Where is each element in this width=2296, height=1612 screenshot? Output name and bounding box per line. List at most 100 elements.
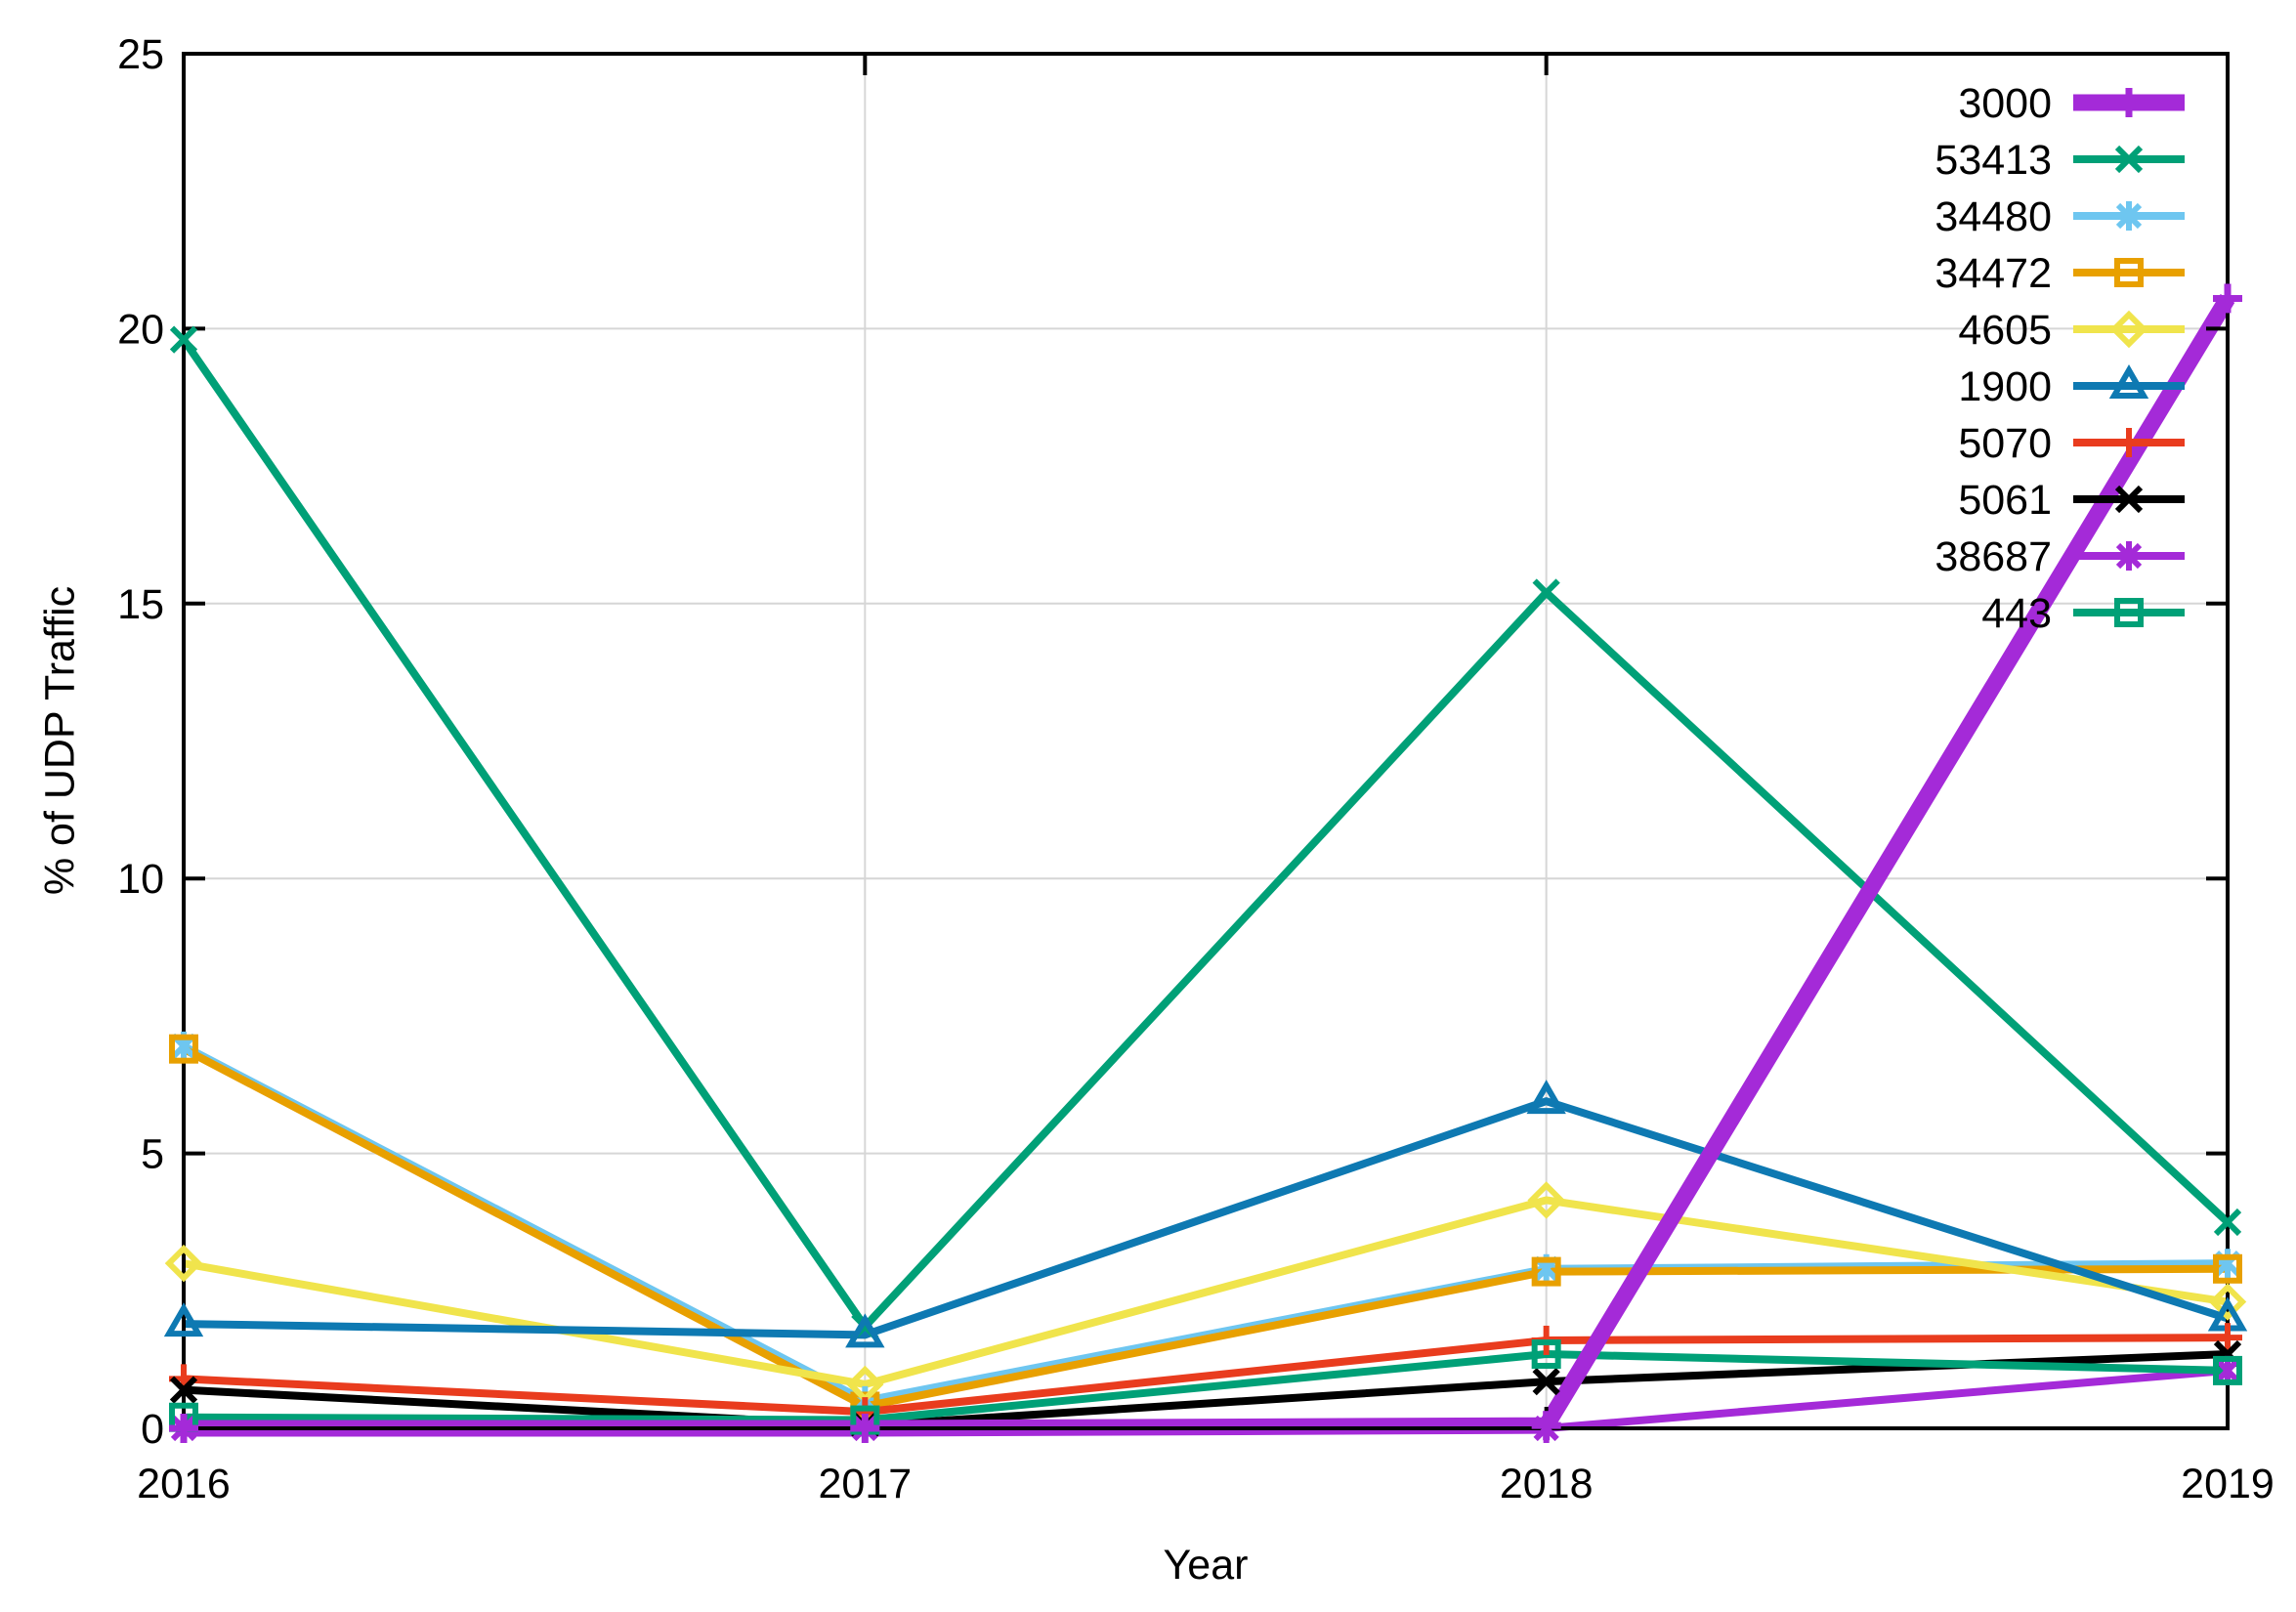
ast-arm	[2115, 542, 2143, 570]
legend-label-3000: 3000	[1958, 80, 2052, 127]
ast-arm	[2115, 202, 2143, 230]
legend-entry-3000: 3000	[1958, 80, 2185, 127]
triangle-shape	[163, 1302, 204, 1337]
series-marker-53413	[2213, 1208, 2242, 1237]
x-tick-label: 2016	[137, 1461, 231, 1507]
square-shape	[169, 1034, 198, 1064]
square-shape	[2213, 1355, 2242, 1385]
series-marker-5061	[1532, 1368, 1560, 1396]
legend: 3000 53413 34480 34472 4605 1900 5070 5061 38687…	[1935, 80, 2185, 637]
series-line-4605	[183, 1196, 2229, 1388]
legend-label-38687: 38687	[1935, 533, 2052, 580]
square-shape	[2114, 598, 2144, 627]
y-axis-title: % of UDP Traffic	[36, 585, 84, 896]
legend-marker-3000	[2114, 88, 2144, 117]
series-marker-1900	[845, 1313, 885, 1348]
legend-marker-34472	[2114, 258, 2144, 287]
y-tick-label: 20	[117, 306, 164, 353]
tick-labels: 0 5 10 15 20 25 2016 2017 2018 2019	[117, 31, 2275, 1507]
legend-entry-5061: 5061	[1958, 477, 2185, 524]
series-marker-3000	[850, 1414, 880, 1443]
series-marker-443	[2213, 1355, 2242, 1385]
diamond-shape	[2109, 310, 2148, 349]
legend-marker-4605	[2109, 310, 2148, 349]
legend-label-34480: 34480	[1935, 193, 2052, 240]
x-tick-label: 2017	[818, 1461, 912, 1507]
legend-label-443: 443	[1981, 590, 2052, 637]
x-arm	[2114, 485, 2144, 514]
series-marker-34472	[169, 1034, 198, 1064]
series-line-53413	[180, 337, 2231, 1331]
series-marker-3000	[2213, 283, 2242, 314]
x-tick-label: 2018	[1500, 1461, 1594, 1507]
series-marker-1900	[1526, 1080, 1566, 1115]
legend-marker-38687	[2115, 541, 2143, 571]
series-marker-1900	[163, 1302, 204, 1337]
series-marker-34472	[1531, 1256, 1561, 1287]
legend-entry-38687: 38687	[1935, 533, 2185, 580]
series-marker-4605	[2208, 1283, 2247, 1321]
y-tick-label: 15	[117, 581, 164, 628]
legend-label-4605: 4605	[1958, 307, 2052, 354]
x-arm	[169, 325, 198, 354]
legend-label-5070: 5070	[1958, 420, 2052, 467]
series-marker-34472	[2213, 1253, 2242, 1284]
legend-entry-1900: 1900	[1958, 363, 2185, 410]
legend-marker-443	[2114, 598, 2144, 627]
series-marker-3000	[1531, 1411, 1561, 1441]
series-marker-53413	[169, 325, 198, 354]
triangle-shape	[1526, 1080, 1566, 1115]
series-line-5070	[183, 1334, 2229, 1417]
x-arm	[1532, 1368, 1560, 1396]
square-shape	[1531, 1339, 1561, 1370]
legend-entry-5070: 5070	[1958, 420, 2185, 467]
plot-border	[182, 52, 2230, 1430]
series-marker-5061	[169, 1376, 198, 1404]
triangle-shape	[845, 1313, 885, 1348]
square-shape	[2114, 258, 2144, 287]
series-marker-5070	[2213, 1323, 2242, 1353]
ast-arm	[2214, 1357, 2241, 1384]
series-line-34472	[182, 1045, 2229, 1411]
legend-label-34472: 34472	[1935, 250, 2052, 297]
series-markers	[163, 283, 2248, 1443]
y-tick-label: 10	[117, 856, 164, 903]
legend-entry-34480: 34480	[1935, 193, 2185, 240]
y-tick-label: 5	[141, 1131, 164, 1178]
series-line-5061	[183, 1350, 2229, 1430]
series-marker-4605	[1527, 1181, 1565, 1219]
x-arm	[1532, 578, 1560, 607]
x-axis-title: Year	[1163, 1542, 1249, 1589]
legend-label-1900: 1900	[1958, 363, 2052, 410]
x-tick-label: 2019	[2181, 1461, 2275, 1507]
legend-marker-1900	[2108, 363, 2149, 399]
square-shape	[2213, 1253, 2242, 1284]
diamond-shape	[1527, 1181, 1565, 1219]
x-arm	[2213, 1208, 2242, 1237]
legend-marker-53413	[2114, 145, 2144, 174]
legend-marker-5070	[2114, 428, 2144, 457]
legend-label-5061: 5061	[1958, 477, 2052, 524]
legend-marker-5061	[2114, 485, 2144, 514]
legend-label-53413: 53413	[1935, 137, 2052, 184]
legend-entry-4605: 4605	[1958, 307, 2185, 354]
series-line-1900	[183, 1097, 2230, 1339]
series-marker-443	[1531, 1339, 1561, 1370]
series-marker-4605	[164, 1244, 203, 1283]
gridlines	[184, 54, 2228, 1428]
legend-entry-34472: 34472	[1935, 250, 2185, 297]
square-shape	[1531, 1256, 1561, 1287]
y-tick-label: 0	[141, 1406, 164, 1453]
series-marker-53413	[1532, 578, 1560, 607]
diamond-shape	[2208, 1283, 2247, 1321]
x-arm	[2114, 145, 2144, 174]
legend-entry-443: 443	[1981, 590, 2185, 637]
x-arm	[169, 1376, 198, 1404]
series-line-443	[183, 1350, 2229, 1424]
triangle-shape	[2108, 363, 2149, 399]
y-tick-label: 25	[117, 31, 164, 78]
legend-entry-53413: 53413	[1935, 137, 2185, 184]
